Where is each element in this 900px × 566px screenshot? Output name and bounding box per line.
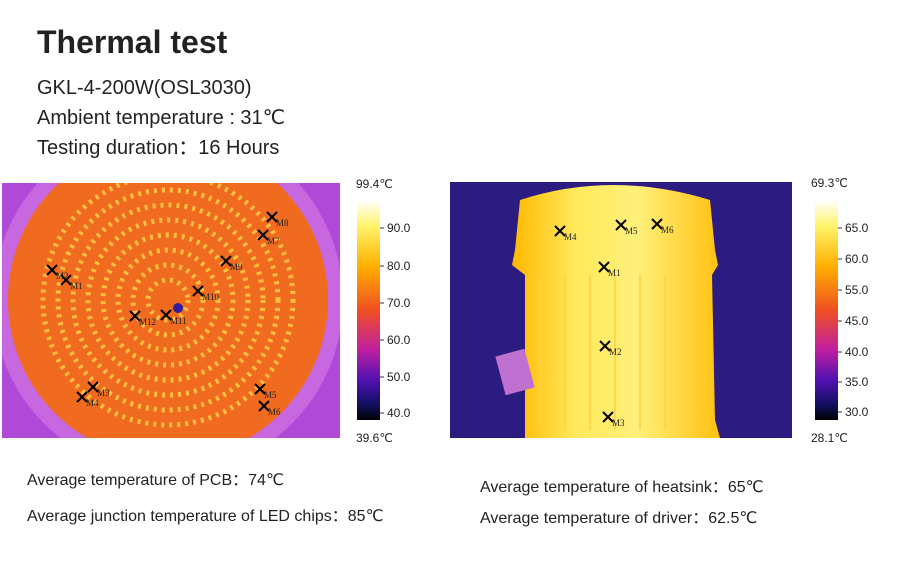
scale-label: 60.0 [845,252,869,266]
marker [554,225,566,237]
note: Average temperature of PCB：74℃ [27,472,284,489]
marker-label: M5 [264,390,277,400]
scale-min: 39.6℃ [356,431,393,445]
marker [258,400,270,412]
marker-label: M9 [230,262,243,272]
scale-label: 45.0 [845,314,869,328]
marker-label: M6 [268,407,281,417]
marker-label: M6 [661,225,674,235]
marker [254,383,266,395]
marker-label: M2 [609,347,622,357]
marker [46,264,58,276]
marker-label: M8 [276,218,289,228]
scale-label: 30.0 [845,405,869,419]
marker-label: M11 [170,316,187,326]
scale-max: 69.3℃ [811,176,848,190]
scale-label: 35.0 [845,375,869,389]
marker [615,219,627,231]
marker [266,211,278,223]
scale-min: 28.1℃ [811,431,848,445]
scale-label: 60.0 [387,333,411,347]
marker-label: M7 [267,236,280,246]
note: Average temperature of heatsink：65℃ [480,479,764,496]
marker-label: M2 [56,271,69,281]
note: Average junction temperature of LED chip… [27,508,384,525]
scale-label: 50.0 [387,370,411,384]
scale-label: 80.0 [387,259,411,273]
title: Thermal test [37,24,228,60]
marker [160,309,172,321]
note: Average temperature of driver：62.5℃ [480,510,757,527]
right-thermal-image [450,182,792,438]
marker-label: M4 [564,232,577,242]
color-bar [815,200,838,420]
marker-label: M12 [139,317,156,327]
scale-label: 40.0 [845,345,869,359]
scale-label: 70.0 [387,296,411,310]
marker [76,391,88,403]
scale-label: 65.0 [845,221,869,235]
marker-label: M1 [608,268,621,278]
scale-label: 90.0 [387,221,411,235]
marker [599,340,611,352]
scale-label: 55.0 [845,283,869,297]
marker [60,274,72,286]
marker [602,411,614,423]
marker-label: M1 [70,281,83,291]
marker-label: M5 [625,226,638,236]
scale-max: 99.4℃ [356,177,393,191]
marker [87,381,99,393]
spec: GKL-4-200W(OSL3030) [37,77,252,99]
spec: Ambient temperature : 31℃ [37,107,285,129]
marker-label: M3 [612,418,625,428]
marker-label: M10 [202,292,220,302]
marker-label: M4 [86,398,99,408]
marker [129,310,141,322]
marker-label: M3 [97,388,110,398]
spec: Testing duration：16 Hours [37,137,279,159]
left-thermal-image [2,183,340,438]
marker [598,261,610,273]
color-bar [357,200,380,420]
marker [220,255,232,267]
scale-label: 40.0 [387,406,411,420]
marker [651,218,663,230]
marker [192,285,204,297]
marker [257,229,269,241]
